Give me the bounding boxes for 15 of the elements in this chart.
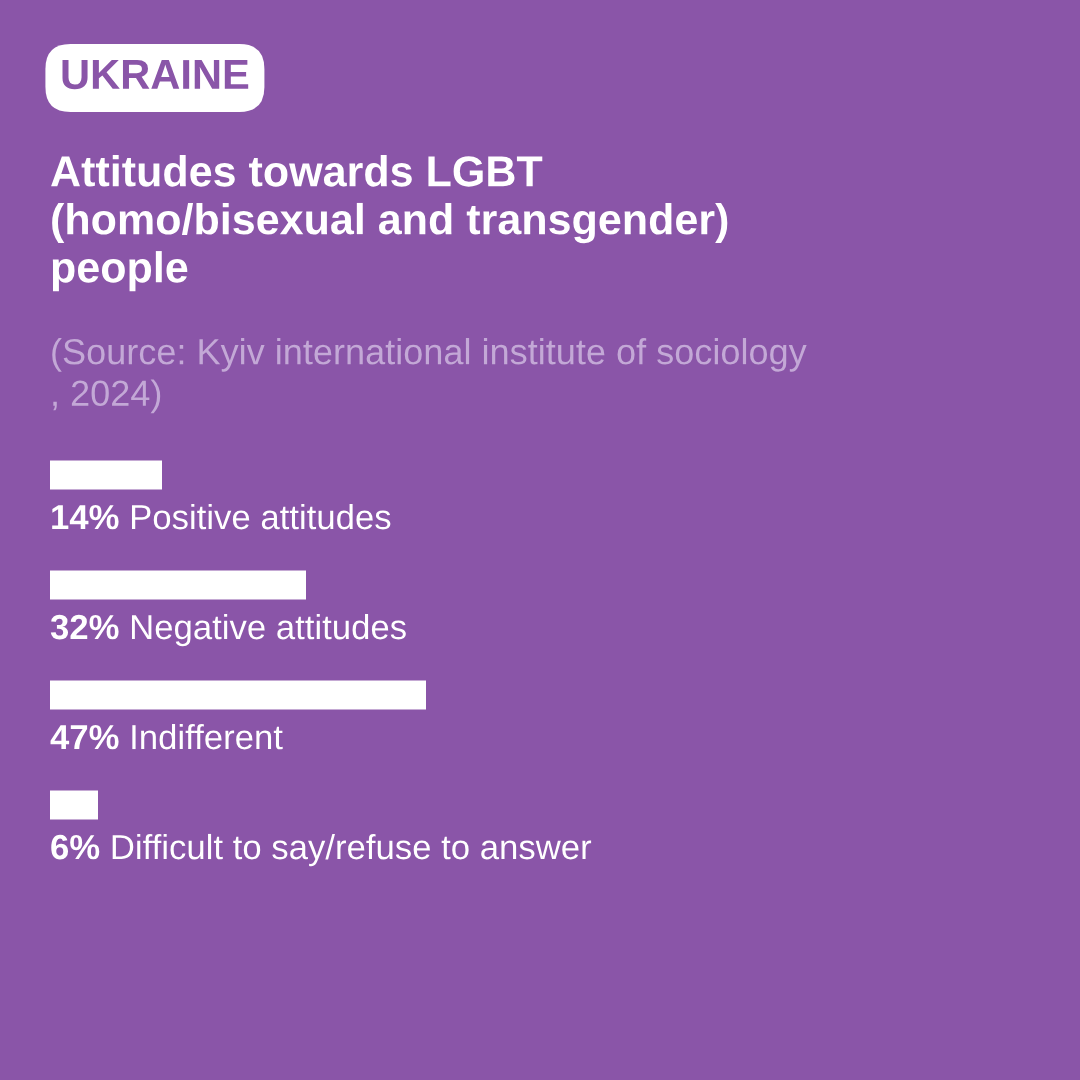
y-tick-label: Positive attitudes: [131, 503, 391, 530]
bar: [50, 570, 306, 600]
y-tick-label: Difficult to say/refuse to answer: [112, 833, 592, 867]
data-label: 6%: [51, 834, 100, 860]
data-label: 32%: [50, 614, 119, 640]
data-label: 47%: [50, 724, 119, 750]
text: UKRAINE: [62, 60, 249, 90]
chart-title: Attitudes towards LGBT (homo/bisexual and transgender) people: [51, 155, 728, 292]
bar: [50, 790, 98, 820]
y-tick-label: Indifferent: [132, 723, 283, 750]
bar: [50, 460, 162, 490]
y-tick-label: Negative attitudes: [131, 613, 406, 647]
data-label: 14%: [52, 504, 119, 530]
bar: [50, 680, 426, 710]
chart-subtitle: (Source: Kyiv international institute of sociology , 2024): [52, 338, 807, 414]
